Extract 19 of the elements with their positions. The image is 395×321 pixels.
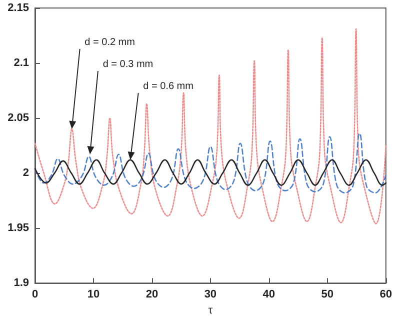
y-tick-label: 1.95 [8,222,29,234]
x-tick-label: 60 [380,288,392,301]
y-tick-label: 1.9 [14,277,29,290]
x-axis-title: τ [208,304,214,316]
y-tick-label: 2.15 [8,2,29,14]
x-tick-label: 10 [87,288,100,301]
line-series [34,132,387,194]
x-tick-label: 30 [204,288,217,301]
y-tick-label: 2.1 [14,57,29,70]
y-tick-label: 2 [22,167,29,180]
annotation: d = 0.2 mm [84,37,135,48]
x-tick-label: 20 [146,288,158,301]
x-tick-label: 50 [321,288,334,301]
annotation: d = 0.6 mm [143,81,194,92]
x-tick-label: 40 [262,288,276,301]
y-tick-label: 2.05 [8,112,29,124]
annotation: d = 0.3 mm [102,59,154,70]
line-series [34,28,387,224]
x-tick-label: 0 [32,288,38,301]
